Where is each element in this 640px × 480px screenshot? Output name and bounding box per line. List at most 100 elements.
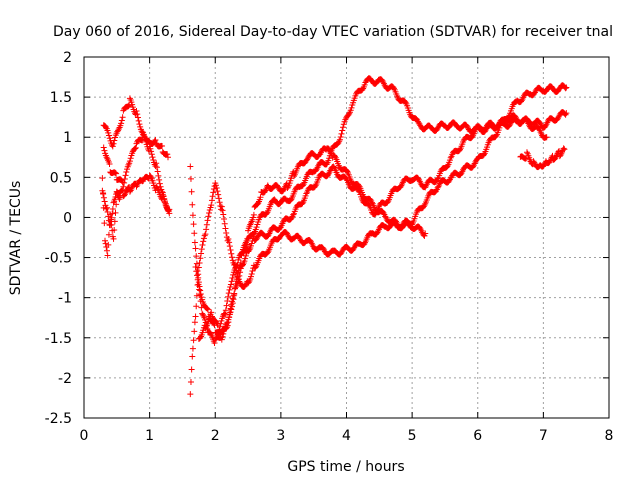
series-satellite-track-f bbox=[187, 145, 429, 343]
data-point bbox=[227, 309, 234, 316]
data-point bbox=[153, 160, 160, 167]
chart-title: Day 060 of 2016, Sidereal Day-to-day VTE… bbox=[53, 24, 613, 40]
y-tick-label: 1 bbox=[63, 130, 72, 146]
data-point bbox=[196, 286, 203, 293]
data-point bbox=[340, 121, 347, 128]
y-tick-label: 0.5 bbox=[50, 170, 72, 186]
data-point bbox=[166, 206, 173, 213]
data-point bbox=[187, 379, 194, 386]
x-tick-label: 2 bbox=[211, 428, 220, 444]
data-point bbox=[148, 151, 155, 158]
data-point bbox=[204, 306, 211, 313]
data-point bbox=[197, 298, 204, 305]
data-point bbox=[201, 232, 208, 239]
series-satellite-track-e bbox=[187, 82, 570, 398]
data-point bbox=[153, 184, 160, 191]
data-point bbox=[244, 241, 251, 248]
data-point bbox=[203, 226, 210, 233]
data-point bbox=[140, 131, 147, 138]
data-point bbox=[189, 353, 196, 360]
data-point bbox=[248, 270, 255, 277]
data-point bbox=[224, 298, 231, 305]
data-point bbox=[190, 337, 197, 344]
data-point bbox=[222, 307, 229, 314]
data-point bbox=[216, 326, 223, 333]
data-point bbox=[224, 322, 231, 329]
data-point bbox=[236, 272, 243, 279]
data-point bbox=[216, 323, 223, 330]
data-point bbox=[121, 191, 128, 198]
x-tick-label: 4 bbox=[342, 428, 351, 444]
data-point bbox=[242, 255, 249, 262]
data-point bbox=[136, 121, 143, 128]
data-point bbox=[206, 210, 213, 217]
data-point bbox=[323, 161, 330, 168]
data-point bbox=[191, 319, 198, 326]
data-point bbox=[205, 213, 212, 220]
data-point bbox=[165, 207, 172, 214]
data-point bbox=[540, 162, 547, 169]
data-point bbox=[493, 132, 500, 139]
data-point bbox=[217, 320, 224, 327]
data-point bbox=[129, 184, 136, 191]
series-satellite-track-h bbox=[195, 75, 550, 342]
data-point bbox=[250, 211, 257, 218]
data-point bbox=[100, 204, 107, 211]
data-point bbox=[422, 230, 429, 237]
data-point bbox=[421, 202, 428, 209]
plot-frame bbox=[83, 56, 610, 419]
data-point bbox=[250, 214, 257, 221]
data-point bbox=[119, 187, 126, 194]
data-point bbox=[150, 180, 157, 187]
data-point bbox=[189, 345, 196, 352]
data-point bbox=[105, 241, 112, 248]
data-point bbox=[365, 201, 372, 208]
data-point bbox=[557, 152, 564, 159]
data-point bbox=[257, 194, 264, 201]
data-point bbox=[196, 259, 203, 266]
data-point bbox=[121, 176, 128, 183]
y-tick-label: -1 bbox=[58, 291, 72, 307]
data-point bbox=[109, 143, 116, 150]
data-point bbox=[102, 240, 109, 247]
data-point bbox=[225, 293, 232, 300]
data-point bbox=[287, 177, 294, 184]
data-point bbox=[199, 311, 206, 318]
data-point bbox=[331, 164, 338, 171]
data-point bbox=[562, 85, 569, 92]
data-point bbox=[210, 189, 217, 196]
data-point bbox=[113, 170, 120, 177]
data-point bbox=[165, 154, 171, 161]
data-points bbox=[99, 75, 570, 398]
data-point bbox=[200, 238, 207, 245]
data-point bbox=[106, 161, 113, 168]
data-point bbox=[132, 144, 139, 151]
data-point bbox=[156, 176, 163, 183]
data-point bbox=[197, 291, 204, 298]
data-point bbox=[110, 235, 117, 242]
series-satellite-track-b bbox=[100, 131, 173, 217]
data-point bbox=[348, 104, 355, 111]
data-point bbox=[228, 250, 235, 257]
data-point bbox=[228, 306, 235, 313]
data-point bbox=[215, 191, 222, 198]
data-point bbox=[219, 207, 226, 214]
data-point bbox=[563, 84, 570, 91]
data-point bbox=[195, 281, 202, 288]
data-point bbox=[216, 199, 223, 206]
data-point bbox=[339, 127, 346, 134]
data-point bbox=[234, 278, 241, 285]
data-point bbox=[132, 145, 139, 152]
x-axis-label: GPS time / hours bbox=[287, 459, 404, 475]
data-point bbox=[518, 97, 525, 104]
data-point bbox=[138, 128, 145, 135]
x-tick-label: 6 bbox=[473, 428, 482, 444]
data-point bbox=[303, 190, 310, 197]
data-point bbox=[543, 134, 550, 141]
data-point bbox=[229, 254, 236, 261]
data-point bbox=[121, 192, 128, 199]
data-point bbox=[193, 292, 200, 299]
data-point bbox=[446, 177, 453, 184]
data-point bbox=[156, 180, 163, 187]
